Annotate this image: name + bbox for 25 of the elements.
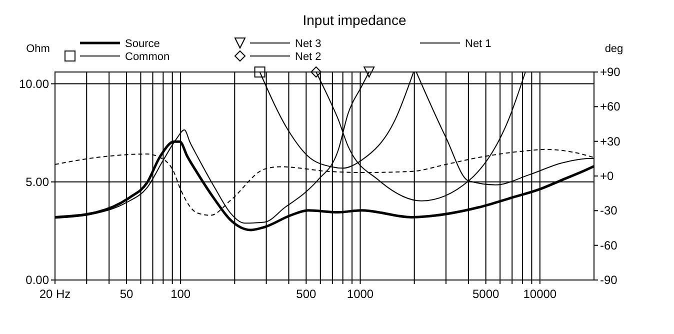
y2-tick-label: -30 bbox=[600, 204, 618, 218]
y-tick-label: 5.00 bbox=[26, 174, 50, 189]
y2-tick-label: +0 bbox=[600, 169, 614, 183]
y2-tick-label: +90 bbox=[600, 65, 621, 79]
legend-label: Net 1 bbox=[465, 38, 492, 50]
x-tick-label: 50 bbox=[120, 287, 134, 301]
y-tick-label: 10.00 bbox=[18, 76, 50, 91]
y2-axis-title: deg bbox=[604, 43, 624, 55]
chart-title: Input impedance bbox=[302, 12, 406, 28]
y2-tick-label: +30 bbox=[600, 134, 621, 148]
legend-label: Net 3 bbox=[295, 38, 322, 50]
x-tick-label: 5000 bbox=[472, 287, 500, 301]
x-tick-label: 20 Hz bbox=[39, 287, 71, 301]
legend-label: Net 2 bbox=[295, 51, 322, 63]
x-tick-label: 500 bbox=[296, 287, 316, 301]
y-tick-label: 0.00 bbox=[26, 273, 50, 287]
y2-tick-label: -60 bbox=[600, 238, 618, 252]
y-axis-title: Ohm bbox=[26, 43, 50, 55]
legend-label: Common bbox=[125, 51, 170, 63]
y2-tick-label: -90 bbox=[600, 273, 618, 287]
x-tick-label: 10000 bbox=[523, 287, 557, 301]
x-tick-label: 100 bbox=[170, 287, 191, 301]
y2-tick-label: +60 bbox=[600, 100, 621, 114]
x-tick-label: 1000 bbox=[346, 287, 374, 301]
legend-label: Source bbox=[125, 38, 160, 50]
